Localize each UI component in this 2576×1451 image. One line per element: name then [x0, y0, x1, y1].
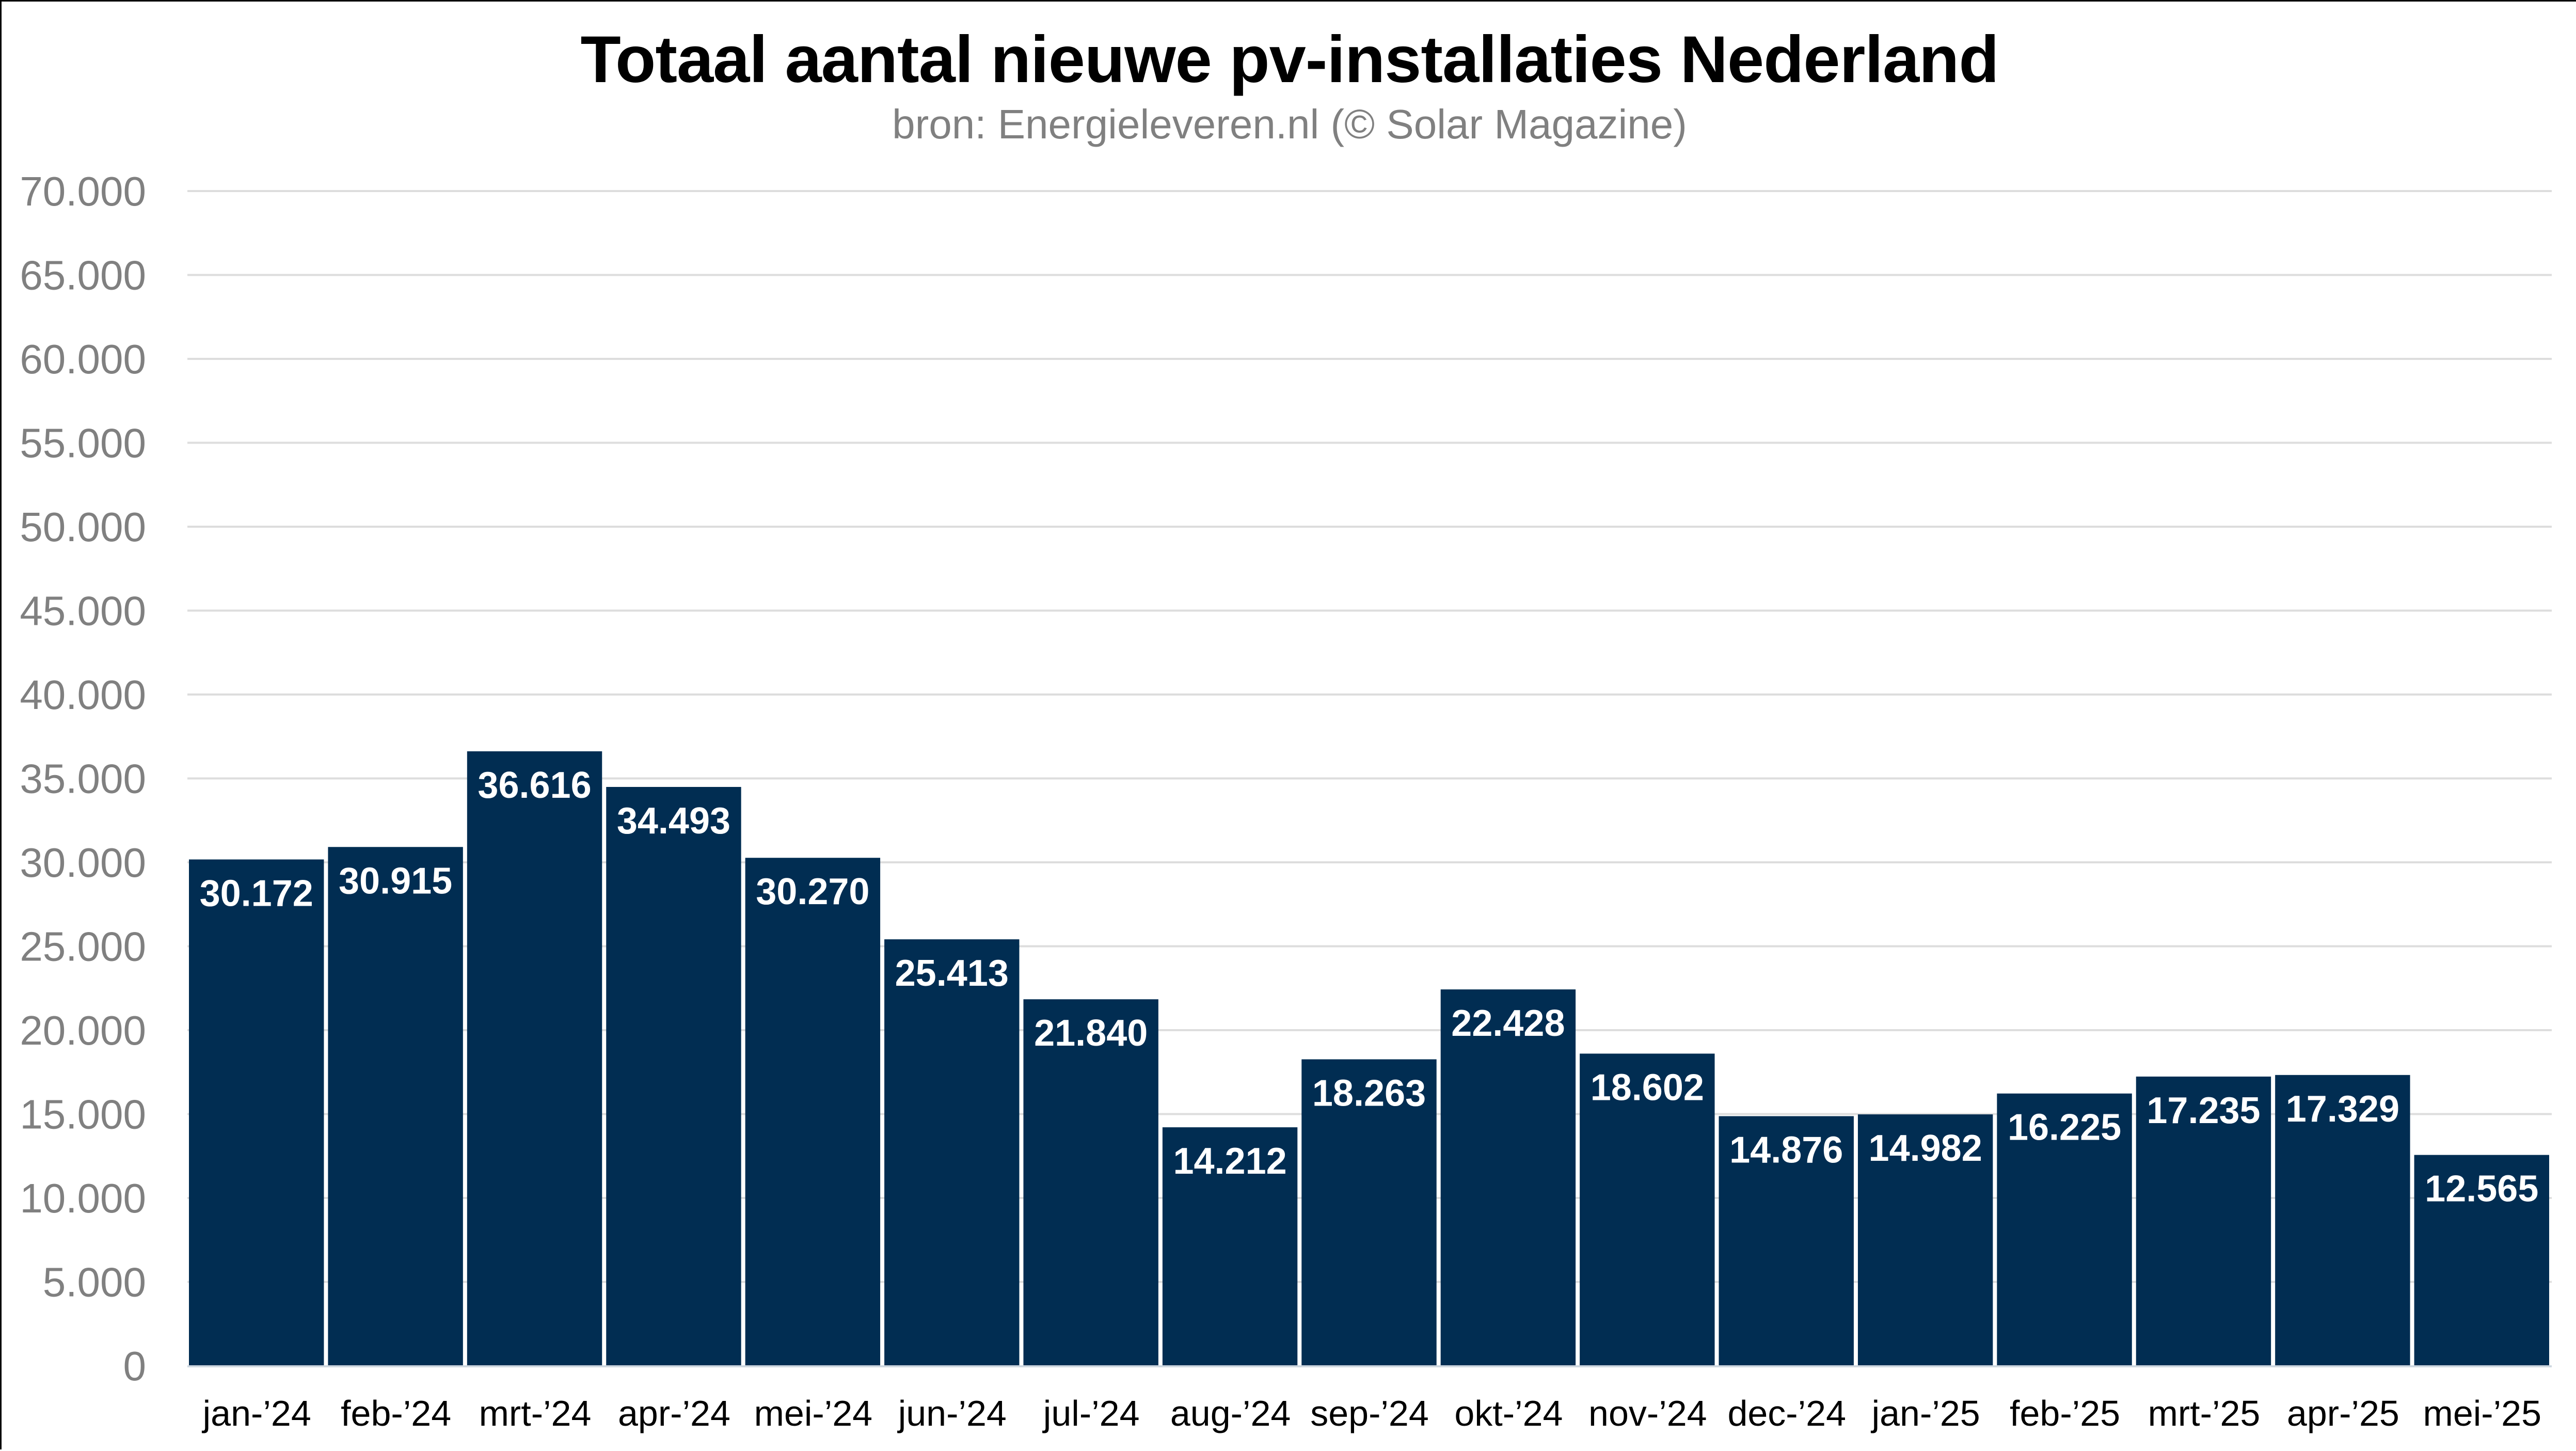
bars: [189, 751, 2549, 1366]
y-tick-label: 10.000: [20, 1175, 146, 1221]
x-tick-label: apr-’24: [618, 1393, 730, 1433]
y-tick-label: 35.000: [20, 756, 146, 802]
y-axis-ticks: 0 5.000 10.000 15.000 20.000 25.000 30.000 35.0…: [20, 168, 146, 1389]
data-label: 30.172: [200, 873, 313, 914]
bar: [467, 751, 602, 1366]
data-label: 17.329: [2286, 1089, 2399, 1130]
y-tick-label: 70.000: [20, 168, 146, 214]
bar: [1719, 1116, 1854, 1366]
x-tick-label: jun-’24: [897, 1393, 1007, 1433]
y-tick-label: 55.000: [20, 420, 146, 466]
data-label: 18.263: [1312, 1073, 1426, 1114]
x-tick-label: nov-’24: [1588, 1393, 1707, 1433]
bar: [2414, 1155, 2549, 1366]
x-tick-label: feb-’24: [341, 1393, 451, 1433]
x-tick-label: feb-’25: [2010, 1393, 2120, 1433]
data-label: 14.876: [1729, 1130, 1843, 1171]
bar: [2136, 1076, 2271, 1366]
data-label: 30.270: [756, 871, 869, 912]
chart-subtitle: bron: Energieleveren.nl (© Solar Magazin…: [892, 101, 1687, 147]
bar: [1580, 1053, 1715, 1366]
y-tick-label: 45.000: [20, 588, 146, 634]
bar: [606, 786, 741, 1366]
x-tick-label: apr-’25: [2287, 1393, 2399, 1433]
data-label: 17.235: [2146, 1090, 2260, 1131]
x-tick-label: mrt-’24: [479, 1393, 592, 1433]
data-label: 18.602: [1591, 1067, 1704, 1108]
bar: [1162, 1127, 1298, 1366]
y-tick-label: 25.000: [20, 924, 146, 970]
bar: [2275, 1075, 2410, 1366]
data-label: 25.413: [895, 953, 1009, 994]
y-tick-label: 5.000: [43, 1259, 146, 1305]
bar: [189, 859, 324, 1366]
bar: [1440, 989, 1576, 1366]
x-tick-label: jan-’25: [1871, 1393, 1980, 1433]
x-tick-label: jan-’24: [202, 1393, 311, 1433]
data-label: 12.565: [2425, 1169, 2538, 1210]
data-labels: 30.172 30.915 36.616 34.493 30.270 25.413 21.8…: [200, 765, 2539, 1210]
data-label: 22.428: [1451, 1003, 1565, 1044]
data-label: 16.225: [2008, 1107, 2121, 1148]
y-tick-label: 40.000: [20, 672, 146, 718]
x-tick-label: mei-’24: [754, 1393, 873, 1433]
bar: [745, 858, 881, 1366]
y-tick-label: 50.000: [20, 504, 146, 550]
data-label: 34.493: [617, 800, 730, 842]
data-label: 21.840: [1034, 1013, 1148, 1054]
x-axis-ticks: jan-’24 feb-’24 mrt-’24 apr-’24 mei-’24 jun-’…: [202, 1393, 2541, 1433]
bar: [1301, 1059, 1437, 1366]
x-tick-label: sep-’24: [1310, 1393, 1429, 1433]
x-tick-label: mei-’25: [2423, 1393, 2542, 1433]
x-tick-label: okt-’24: [1454, 1393, 1563, 1433]
bar: [1997, 1093, 2132, 1366]
y-tick-label: 20.000: [20, 1007, 146, 1053]
y-tick-label: 65.000: [20, 253, 146, 298]
data-label: 14.212: [1173, 1141, 1286, 1182]
x-tick-label: mrt-’25: [2148, 1393, 2261, 1433]
bar: [884, 939, 1020, 1366]
x-tick-label: aug-’24: [1170, 1393, 1291, 1433]
bar: [1023, 999, 1158, 1366]
y-tick-label: 15.000: [20, 1092, 146, 1138]
bar: [1857, 1114, 1993, 1366]
y-tick-label: 30.000: [20, 840, 146, 886]
x-tick-label: dec-’24: [1727, 1393, 1846, 1433]
data-label: 30.915: [339, 860, 452, 902]
data-label: 14.982: [1869, 1128, 1982, 1169]
bar: [328, 847, 463, 1366]
y-tick-label: 0: [123, 1343, 147, 1389]
data-label: 36.616: [478, 765, 591, 806]
chart-title: Totaal aantal nieuwe pv-installaties Ned…: [580, 23, 1999, 97]
x-tick-label: jul-’24: [1042, 1393, 1140, 1433]
y-tick-label: 60.000: [20, 336, 146, 382]
